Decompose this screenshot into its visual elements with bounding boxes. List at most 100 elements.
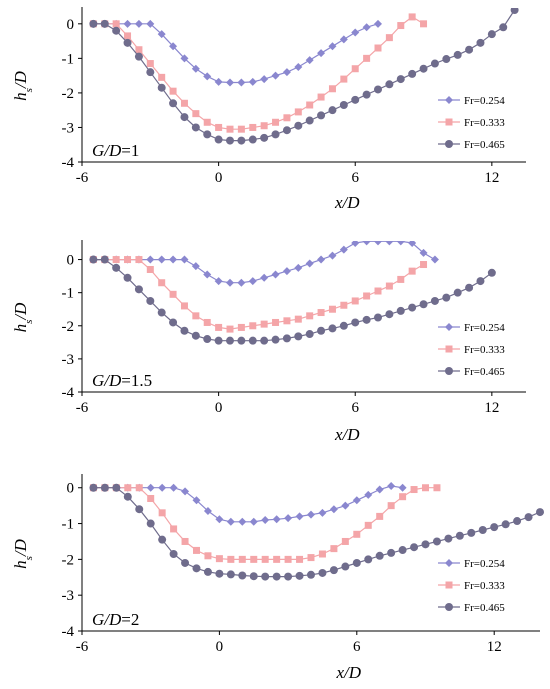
data-point [272,515,281,524]
data-point [135,46,143,54]
data-point [397,275,405,283]
legend-label: Fr=0.254 [464,95,505,107]
data-point [134,52,143,61]
data-point [408,241,417,247]
x-axis-label: x/D [336,663,362,682]
series-line-2 [93,16,424,130]
data-point [203,567,212,576]
data-point [238,571,247,580]
data-point [112,20,120,28]
data-point [134,285,143,294]
data-point [272,118,280,126]
data-point [318,550,326,558]
y-tick-label: -1 [62,517,75,533]
data-point [410,486,418,494]
data-point [317,93,325,101]
y-axis-label-rest: /D [11,70,30,89]
data-point [180,302,188,310]
data-point [453,50,462,59]
x-tick-label: 0 [215,170,223,186]
data-point [374,19,382,28]
y-axis-label-main: h [11,560,30,569]
data-point [387,481,396,490]
data-point [430,255,439,264]
data-point [146,519,155,528]
data-point [408,267,416,275]
data-point [238,517,247,526]
data-point [385,282,393,290]
data-point [100,483,109,492]
legend-marker [445,323,453,331]
data-point [487,268,496,277]
data-point [272,318,280,326]
data-point [215,515,224,524]
legend: Fr=0.254 Fr=0.333 Fr=0.465 [438,558,505,614]
data-point [408,69,417,78]
y-tick-label: -4 [62,385,75,401]
x-tick-label: 12 [484,400,499,416]
data-point [295,512,304,521]
data-point [180,113,189,122]
data-point [261,572,270,581]
data-point [306,312,314,320]
data-point [328,305,336,313]
data-point [513,517,522,526]
panel-annotation: G/D=1 [92,141,139,160]
y-axis-label-rest: /D [11,302,30,321]
y-tick-label: -3 [62,120,75,136]
y-axis-label-sub: s [23,320,35,324]
data-point [318,508,327,517]
data-point [146,19,155,28]
data-point [158,535,167,544]
data-point [362,90,371,99]
data-point [237,323,245,331]
data-point [339,321,348,330]
data-point [330,545,338,553]
data-point [192,110,200,118]
data-point [169,550,178,558]
data-point [146,68,155,77]
y-tick-label: -1 [62,51,75,67]
x-axis-label: x/D [334,193,360,212]
data-point [397,22,405,30]
data-point [362,315,371,324]
data-point [421,540,430,549]
data-point [237,136,246,145]
data-point [465,45,474,54]
data-point [351,241,360,247]
data-point [89,483,98,492]
data-point [260,122,268,130]
data-point [180,255,189,264]
legend-label: Fr=0.465 [464,366,505,378]
y-tick-label: -2 [62,319,75,335]
data-point [180,54,189,63]
data-point [215,123,223,131]
data-point [387,502,395,510]
data-point [260,320,268,328]
data-point [363,292,371,300]
y-tick-label: -4 [62,155,75,171]
data-point [203,72,212,81]
data-point [180,99,188,107]
data-point [465,283,474,292]
data-point [328,251,337,260]
data-point [249,123,257,131]
data-point [374,241,382,246]
data-point [248,135,257,144]
data-point [203,318,211,326]
data-point [387,548,396,557]
data-point [375,551,384,560]
series-line-3 [93,487,541,578]
data-point [536,508,544,517]
data-point [214,277,223,286]
panel-annotation: G/D=2 [92,610,139,629]
data-point [158,483,167,492]
y-axis-label-sub: s [23,556,35,560]
annotation-value: =2 [121,610,139,629]
data-point [248,77,257,86]
data-point [89,19,98,28]
legend-marker [445,345,453,353]
data-point [226,570,235,579]
data-point [215,569,224,578]
